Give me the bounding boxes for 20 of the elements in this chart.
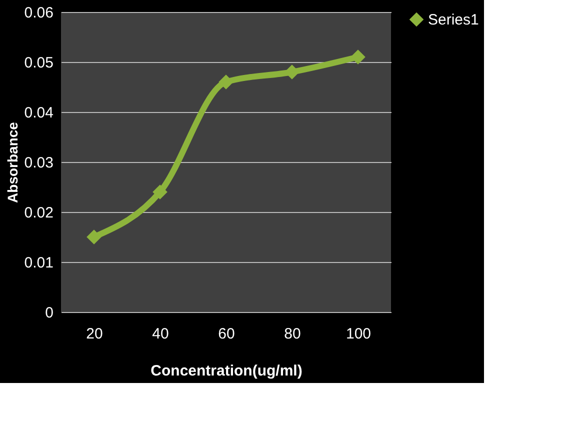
- point: [350, 50, 366, 64]
- y-tick-label: 0.06: [24, 4, 54, 22]
- y-tick-label: 0.01: [24, 254, 54, 272]
- point: [152, 184, 168, 200]
- x-tick-label: 40: [152, 326, 169, 342]
- x-axis-title: Concentration(ug/ml): [150, 362, 302, 380]
- y-axis-title: Absorbance: [4, 122, 20, 203]
- x-tick-label: 60: [218, 326, 235, 342]
- y-tick-label: 0.04: [24, 104, 54, 122]
- x-tick-label: 80: [284, 326, 301, 342]
- y-tick-label: 0.05: [24, 54, 54, 72]
- legend-label: Series1: [428, 12, 479, 28]
- x-tick-label: 20: [86, 326, 103, 342]
- point: [284, 64, 300, 80]
- y-tick-label: 0.03: [24, 154, 54, 172]
- y-tick-label: 0.02: [24, 204, 54, 222]
- y-tick-label: 0: [45, 304, 54, 322]
- point: [218, 74, 234, 90]
- point: [86, 230, 102, 244]
- x-tick-label: 100: [346, 326, 372, 342]
